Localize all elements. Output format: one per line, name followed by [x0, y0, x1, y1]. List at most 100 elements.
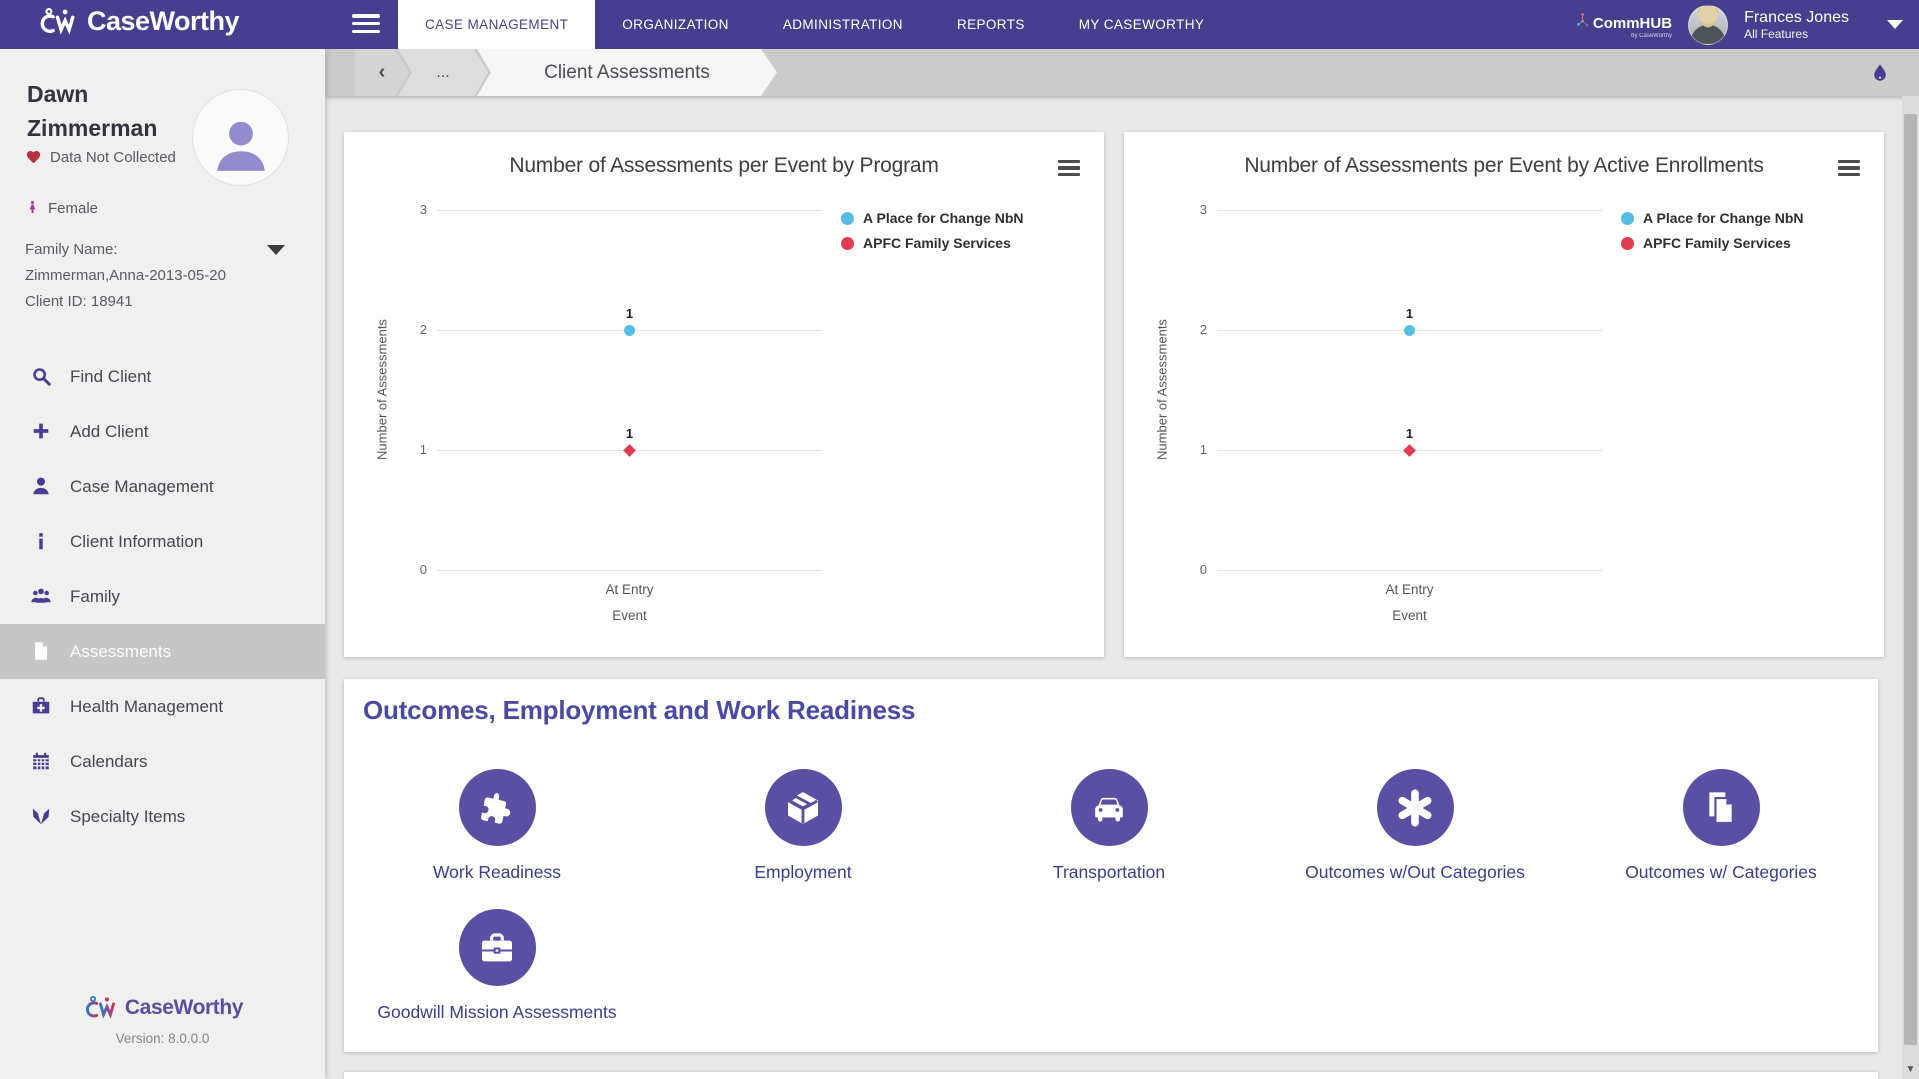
caseworthy-footer-logo-icon — [85, 995, 115, 1019]
tab-reports[interactable]: REPORTS — [956, 17, 1025, 32]
puzzle-icon — [458, 769, 536, 846]
client-last-name: Zimmerman — [27, 115, 158, 141]
y-axis-tick-label: 1 — [1199, 442, 1207, 457]
x-axis-category-label: At Entry — [605, 582, 654, 597]
sidebar-item-health-management[interactable]: Health Management — [0, 679, 325, 734]
water-drop-icon[interactable] — [1869, 61, 1891, 85]
sidebar-item-find-client[interactable]: Find Client — [0, 349, 325, 404]
legend-item[interactable]: A Place for Change NbN — [841, 210, 1024, 226]
client-name: Dawn Zimmerman — [27, 77, 187, 145]
outcome-button-outcomes-w-out-categories[interactable]: Outcomes w/Out Categories — [1262, 769, 1568, 883]
brand-name: CaseWorthy — [87, 6, 240, 36]
medkit-icon — [30, 695, 54, 719]
y-axis-tick-label: 1 — [419, 442, 427, 457]
outcome-button-work-readiness[interactable]: Work Readiness — [344, 769, 650, 883]
x-axis-title: Event — [1392, 608, 1427, 623]
sidebar-item-family[interactable]: Family — [0, 569, 325, 624]
users-icon — [30, 585, 54, 609]
legend-marker-icon — [841, 211, 854, 225]
x-axis-category-label: At Entry — [1385, 582, 1434, 597]
y-gridline — [1217, 570, 1602, 571]
y-gridline — [437, 570, 822, 571]
client-first-name: Dawn — [27, 81, 89, 107]
sidebar-item-client-information[interactable]: Client Information — [0, 514, 325, 569]
gender-value: Female — [48, 200, 99, 217]
client-avatar — [192, 89, 289, 186]
outcome-button-transportation[interactable]: Transportation — [956, 769, 1262, 883]
data-point-label: 1 — [1405, 306, 1414, 321]
sidebar-item-case-management[interactable]: Case Management — [0, 459, 325, 514]
tab-administration[interactable]: ADMINISTRATION — [782, 17, 903, 32]
y-axis-tick-label: 2 — [419, 322, 427, 337]
sidebar-item-assessments[interactable]: Assessments — [0, 624, 325, 679]
outcomes-button-grid: Work Readiness Employment Transportation Ou… — [344, 769, 1878, 1023]
sidebar-menu: Find Client Add Client Case Management Clie… — [0, 349, 325, 844]
outcome-button-goodwill-mission-assessments[interactable]: Goodwill Mission Assessments — [344, 909, 650, 1023]
user-name: Frances Jones — [1744, 8, 1849, 26]
asterisk-icon — [1376, 769, 1454, 846]
family-expand-caret-icon[interactable] — [267, 245, 285, 255]
legend-item[interactable]: APFC Family Services — [1621, 235, 1804, 251]
top-navigation-bar: CaseWorthy CASE MANAGEMENT ORGANIZATION AD… — [0, 0, 1919, 49]
female-icon — [25, 199, 40, 221]
sidebar-item-calendars[interactable]: Calendars — [0, 734, 325, 789]
data-point-label: 1 — [625, 306, 634, 321]
y-axis-title: Number of Assessments — [374, 319, 390, 460]
version-label: Version: 8.0.0.0 — [115, 1031, 210, 1046]
family-value: Zimmerman,Anna-2013-05-20 — [25, 267, 226, 284]
user-info: Frances Jones All Features — [1744, 8, 1849, 42]
y-axis-tick-label: 0 — [419, 562, 427, 577]
scrollbar-down-arrow-icon[interactable]: ▼ — [1905, 1064, 1916, 1075]
legend-item[interactable]: A Place for Change NbN — [1621, 210, 1804, 226]
sidebar-item-specialty-items[interactable]: Specialty Items — [0, 789, 325, 844]
document-icon — [30, 640, 54, 664]
scrollbar-thumb[interactable] — [1904, 114, 1917, 1045]
legend-marker-icon — [841, 236, 854, 250]
legend-marker-icon — [1621, 236, 1634, 250]
caseworthy-logo: CaseWorthy — [36, 6, 240, 37]
breadcrumb: ‹ ... Client Assessments — [355, 49, 777, 96]
tab-my-caseworthy[interactable]: MY CASEWORTHY — [1078, 17, 1205, 32]
next-section-card-edge — [344, 1072, 1878, 1079]
breadcrumb-back-button[interactable]: ‹ — [355, 49, 409, 96]
tab-case-management[interactable]: CASE MANAGEMENT — [398, 0, 596, 49]
family-label: Family Name: — [25, 241, 118, 258]
chart-context-menu-icon[interactable] — [1058, 160, 1080, 176]
y-axis-tick-label: 2 — [1199, 322, 1207, 337]
chart-title: Number of Assessments per Event by Activ… — [1244, 154, 1764, 177]
data-point-a-place-for-change-nbn — [1404, 324, 1415, 336]
back-chevron-icon: ‹ — [378, 61, 386, 83]
topbar-right-cluster: CommHUB by CaseWorthy Frances Jones All … — [1576, 0, 1903, 49]
user-role: All Features — [1744, 26, 1809, 41]
plus-icon — [30, 420, 54, 444]
user-icon — [30, 475, 54, 499]
legend-item[interactable]: APFC Family Services — [841, 235, 1024, 251]
data-point-a-place-for-change-nbn — [624, 324, 635, 336]
vertical-scrollbar[interactable]: ▼ — [1902, 96, 1919, 1079]
client-id: Client ID: 18941 — [25, 293, 133, 310]
chart-legend: A Place for Change NbN APFC Family Servic… — [1621, 210, 1804, 260]
main-content: Number of Assessments per Event by Progr… — [325, 96, 1919, 1079]
breadcrumb-ellipsis[interactable]: ... — [398, 49, 488, 96]
car-icon — [1070, 769, 1148, 846]
commhub-subtext: by CaseWorthy — [1631, 33, 1673, 39]
outcomes-section-title: Outcomes, Employment and Work Readiness — [363, 695, 916, 725]
health-status: Data Not Collected — [50, 149, 176, 166]
health-status-row: Data Not Collected — [25, 148, 210, 170]
user-avatar[interactable] — [1688, 4, 1729, 45]
outcome-button-outcomes-w-categories[interactable]: Outcomes w/ Categories — [1568, 769, 1874, 883]
caseworthy-logo-icon — [40, 7, 75, 35]
y-axis-title: Number of Assessments — [1154, 319, 1170, 460]
menu-hamburger-icon[interactable] — [352, 14, 380, 35]
commhub-logo[interactable]: CommHUB by CaseWorthy — [1576, 10, 1672, 39]
commhub-icon — [1577, 13, 1589, 27]
sidebar-item-add-client[interactable]: Add Client — [0, 404, 325, 459]
user-menu-caret-icon[interactable] — [1887, 20, 1903, 29]
data-point-label: 1 — [1405, 426, 1414, 441]
chart-context-menu-icon[interactable] — [1838, 160, 1860, 176]
person-icon — [216, 121, 265, 171]
tab-organization[interactable]: ORGANIZATION — [622, 17, 729, 32]
breadcrumb-current[interactable]: Client Assessments — [477, 49, 777, 96]
chart-title: Number of Assessments per Event by Progr… — [509, 154, 939, 177]
outcome-button-employment[interactable]: Employment — [650, 769, 956, 883]
